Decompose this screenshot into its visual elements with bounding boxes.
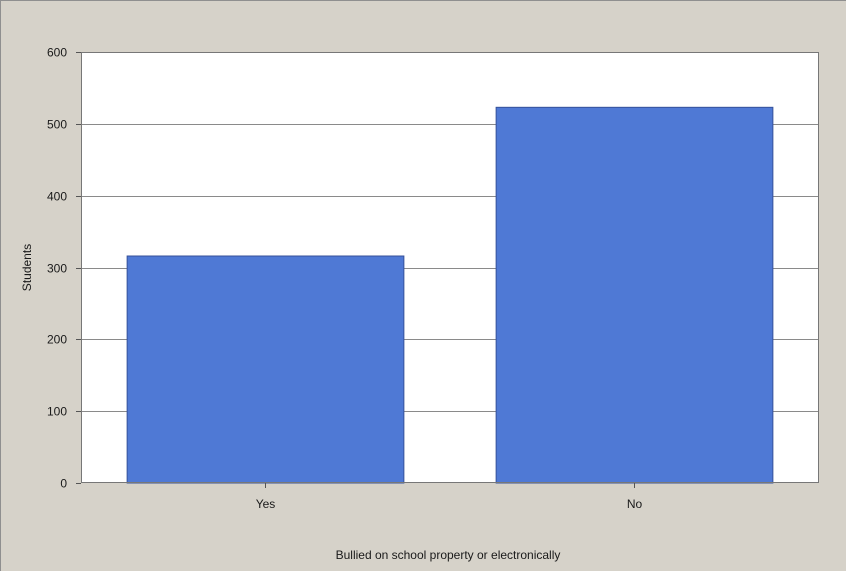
y-tick-label-500: 500 bbox=[47, 118, 67, 132]
y-tick-label-300: 300 bbox=[47, 262, 67, 276]
plot-border bbox=[81, 52, 819, 483]
y-tick-label-200: 200 bbox=[47, 333, 67, 347]
x-tick-label-no: No bbox=[627, 497, 643, 511]
bar-no bbox=[495, 106, 774, 484]
y-tick-label-400: 400 bbox=[47, 190, 67, 204]
y-tick-label-100: 100 bbox=[47, 405, 67, 419]
bars bbox=[126, 106, 774, 484]
y-tick-label-600: 600 bbox=[47, 46, 67, 60]
y-axis-title: Students bbox=[20, 244, 34, 291]
y-tick-label-0: 0 bbox=[60, 477, 67, 491]
y-axis: 0 100 200 300 400 500 600 bbox=[47, 46, 81, 491]
x-tick-label-yes: Yes bbox=[256, 497, 276, 511]
bar-yes bbox=[126, 255, 405, 484]
x-axis-title: Bullied on school property or electronic… bbox=[336, 548, 561, 562]
x-axis: Yes No bbox=[256, 483, 643, 511]
